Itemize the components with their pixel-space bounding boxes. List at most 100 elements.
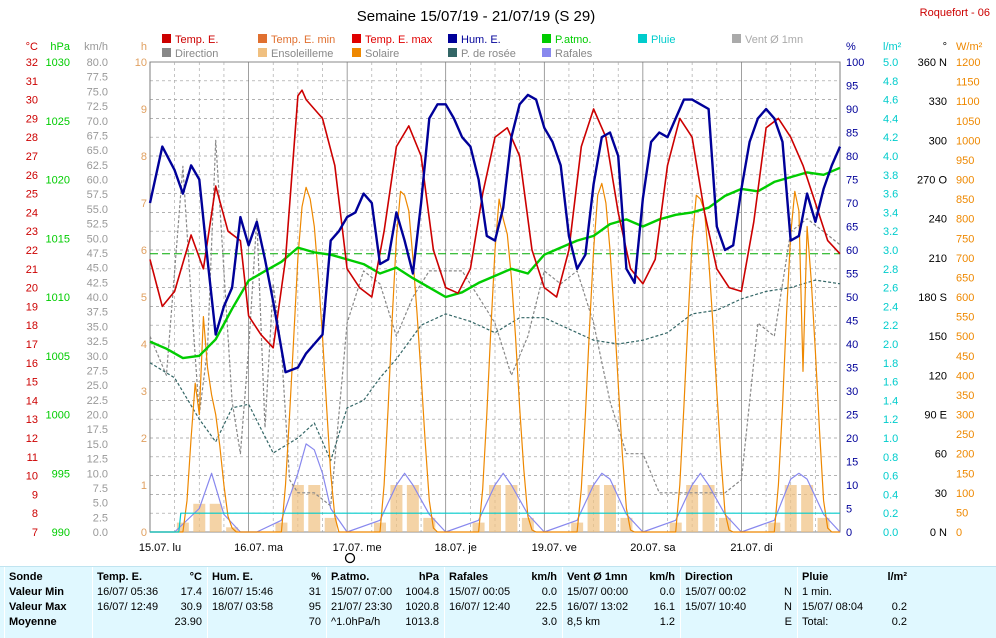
stats-value: 23.90 [174,616,202,628]
axis-tick-direction: 210 [929,253,947,265]
axis-tick-wind: 32.5 [87,336,108,348]
axis-tick-sunshine: 8 [141,151,147,163]
axis-tick-wind: 37.5 [87,307,108,319]
axis-tick-wind: 50.0 [87,233,108,245]
stats-block: Sonde Valeur Min Valeur Max Moyenne [4,567,93,638]
axis-tick-rain: 3.4 [883,207,898,219]
axis-tick-sunshine: 2 [141,433,147,445]
stats-value: 30.9 [180,601,202,613]
axis-tick-temp: 19 [26,301,38,313]
axis-tick-temp: 9 [32,489,38,501]
axis-tick-sunshine: 7 [141,198,147,210]
legend-label: Pluie [651,34,675,46]
stats-time: 21/07/ 23:30 [331,601,393,613]
axis-tick-rain: 5.0 [883,57,898,69]
axis-tick-solar: 400 [956,370,974,382]
stats-value: 22.5 [535,601,557,613]
axis-tick-solar: 550 [956,312,974,324]
stats-time: 16/07/ 15:46 [212,586,274,598]
axis-tick-solar: 100 [956,488,974,500]
axis-tick-direction: 300 [929,135,947,147]
axis-tick-sunshine: 5 [141,292,147,304]
axis-tick-wind: 70.0 [87,116,108,128]
legend-label: Rafales [555,48,593,60]
axis-tick-direction: 270 O [917,175,947,187]
stats-row: 16/07/ 12:49 30.9 [93,601,208,616]
axis-tick-rain: 0.8 [883,452,898,464]
axis-tick-wind: 25.0 [87,380,108,392]
axis-tick-sunshine: 6 [141,245,147,257]
stats-row: Valeur Min [5,586,93,601]
stats-time: 16/07/ 12:40 [449,601,511,613]
legend-label: Temp. E. min [271,34,335,46]
axis-tick-humidity: 50 [846,292,858,304]
axis-tick-wind: 15.0 [87,439,108,451]
stats-row: 18/07/ 03:58 95 [208,601,327,616]
axis-tick-wind: 30.0 [87,351,108,363]
sunshine-bar [489,485,501,532]
axis-tick-rain: 4.6 [883,95,898,107]
stats-unit: km/h [649,571,675,583]
axis-tick-rain: 1.2 [883,414,898,426]
series-pluie [150,512,840,533]
stats-row: 3.0 [445,616,563,631]
axis-tick-solar: 800 [956,214,974,226]
axis-tick-solar: 700 [956,253,974,265]
axis-tick-humidity: 10 [846,480,858,492]
axis-tick-temp: 27 [26,151,38,163]
stats-value: 3.0 [541,616,557,628]
sunshine-bar [226,527,239,532]
legend-label: Solaire [365,48,399,60]
x-tick-label: 21.07. di [730,542,772,554]
axis-tick-rain: 0.0 [883,527,898,539]
axis-tick-temp: 12 [26,433,38,445]
sunshine-bar [719,517,731,532]
stats-time: 15/07/ 00:00 [567,586,629,598]
axis-tick-wind: 67.5 [87,130,108,142]
stats-value: 0.0 [659,586,675,598]
legend-swatch [162,48,171,57]
legend-label: P. de rosée [461,48,516,60]
axis-tick-temp: 13 [26,414,38,426]
stats-row: E [681,616,798,631]
stats-value: E [784,616,792,628]
stats-block: P.atmo. hPa 15/07/ 07:00 1004.8 21/07/ 23:30… [326,567,445,638]
axis-tick-rain: 2.6 [883,283,898,295]
axis-tick-wind: 77.5 [87,72,108,84]
legend-swatch [732,34,741,43]
axis-tick-temp: 29 [26,113,38,125]
axis-tick-sunshine: 9 [141,104,147,116]
chart-grid [149,61,841,533]
legend-swatch [352,48,361,57]
axis-tick-wind: 22.5 [87,395,108,407]
axis-tick-sunshine: 0 [141,527,147,539]
axis-tick-humidity: 40 [846,339,858,351]
stats-head: Pluie [802,571,829,583]
axis-tick-direction: 90 E [924,410,947,422]
stats-row: Moyenne [5,616,93,631]
x-tick-label: 20.07. sa [630,542,676,554]
axis-tick-rain: 3.0 [883,245,898,257]
axis-tick-temp: 31 [26,76,38,88]
stats-head: Temp. E. [97,571,143,583]
stats-row: 15/07/ 08:04 0.2 [798,601,913,616]
stats-row: 16/07/ 05:36 17.4 [93,586,208,601]
stats-time: 16/07/ 13:02 [567,601,629,613]
axis-unit-wind: km/h [84,41,108,53]
axis-tick-wind: 0.0 [93,527,108,539]
axis-tick-solar: 950 [956,155,974,167]
axis-tick-humidity: 90 [846,104,858,116]
stats-row-label: Valeur Min [9,586,65,598]
stats-panel: Sonde Valeur Min Valeur Max Moyenne Temp. E.… [0,566,996,638]
axis-tick-temp: 21 [26,264,38,276]
stats-row-label: Moyenne [9,616,57,628]
series-temp-e- [149,89,841,349]
axis-tick-rain: 3.6 [883,189,898,201]
sunshine-bar [291,485,304,532]
stats-row: 15/07/ 00:00 0.0 [563,586,681,601]
axis-tick-temp: 30 [26,95,38,107]
axis-tick-pressure: 1020 [46,175,70,187]
stats-time: 15/07/ 07:00 [331,586,393,598]
axis-tick-solar: 1150 [956,77,980,89]
axis-tick-wind: 62.5 [87,160,108,172]
